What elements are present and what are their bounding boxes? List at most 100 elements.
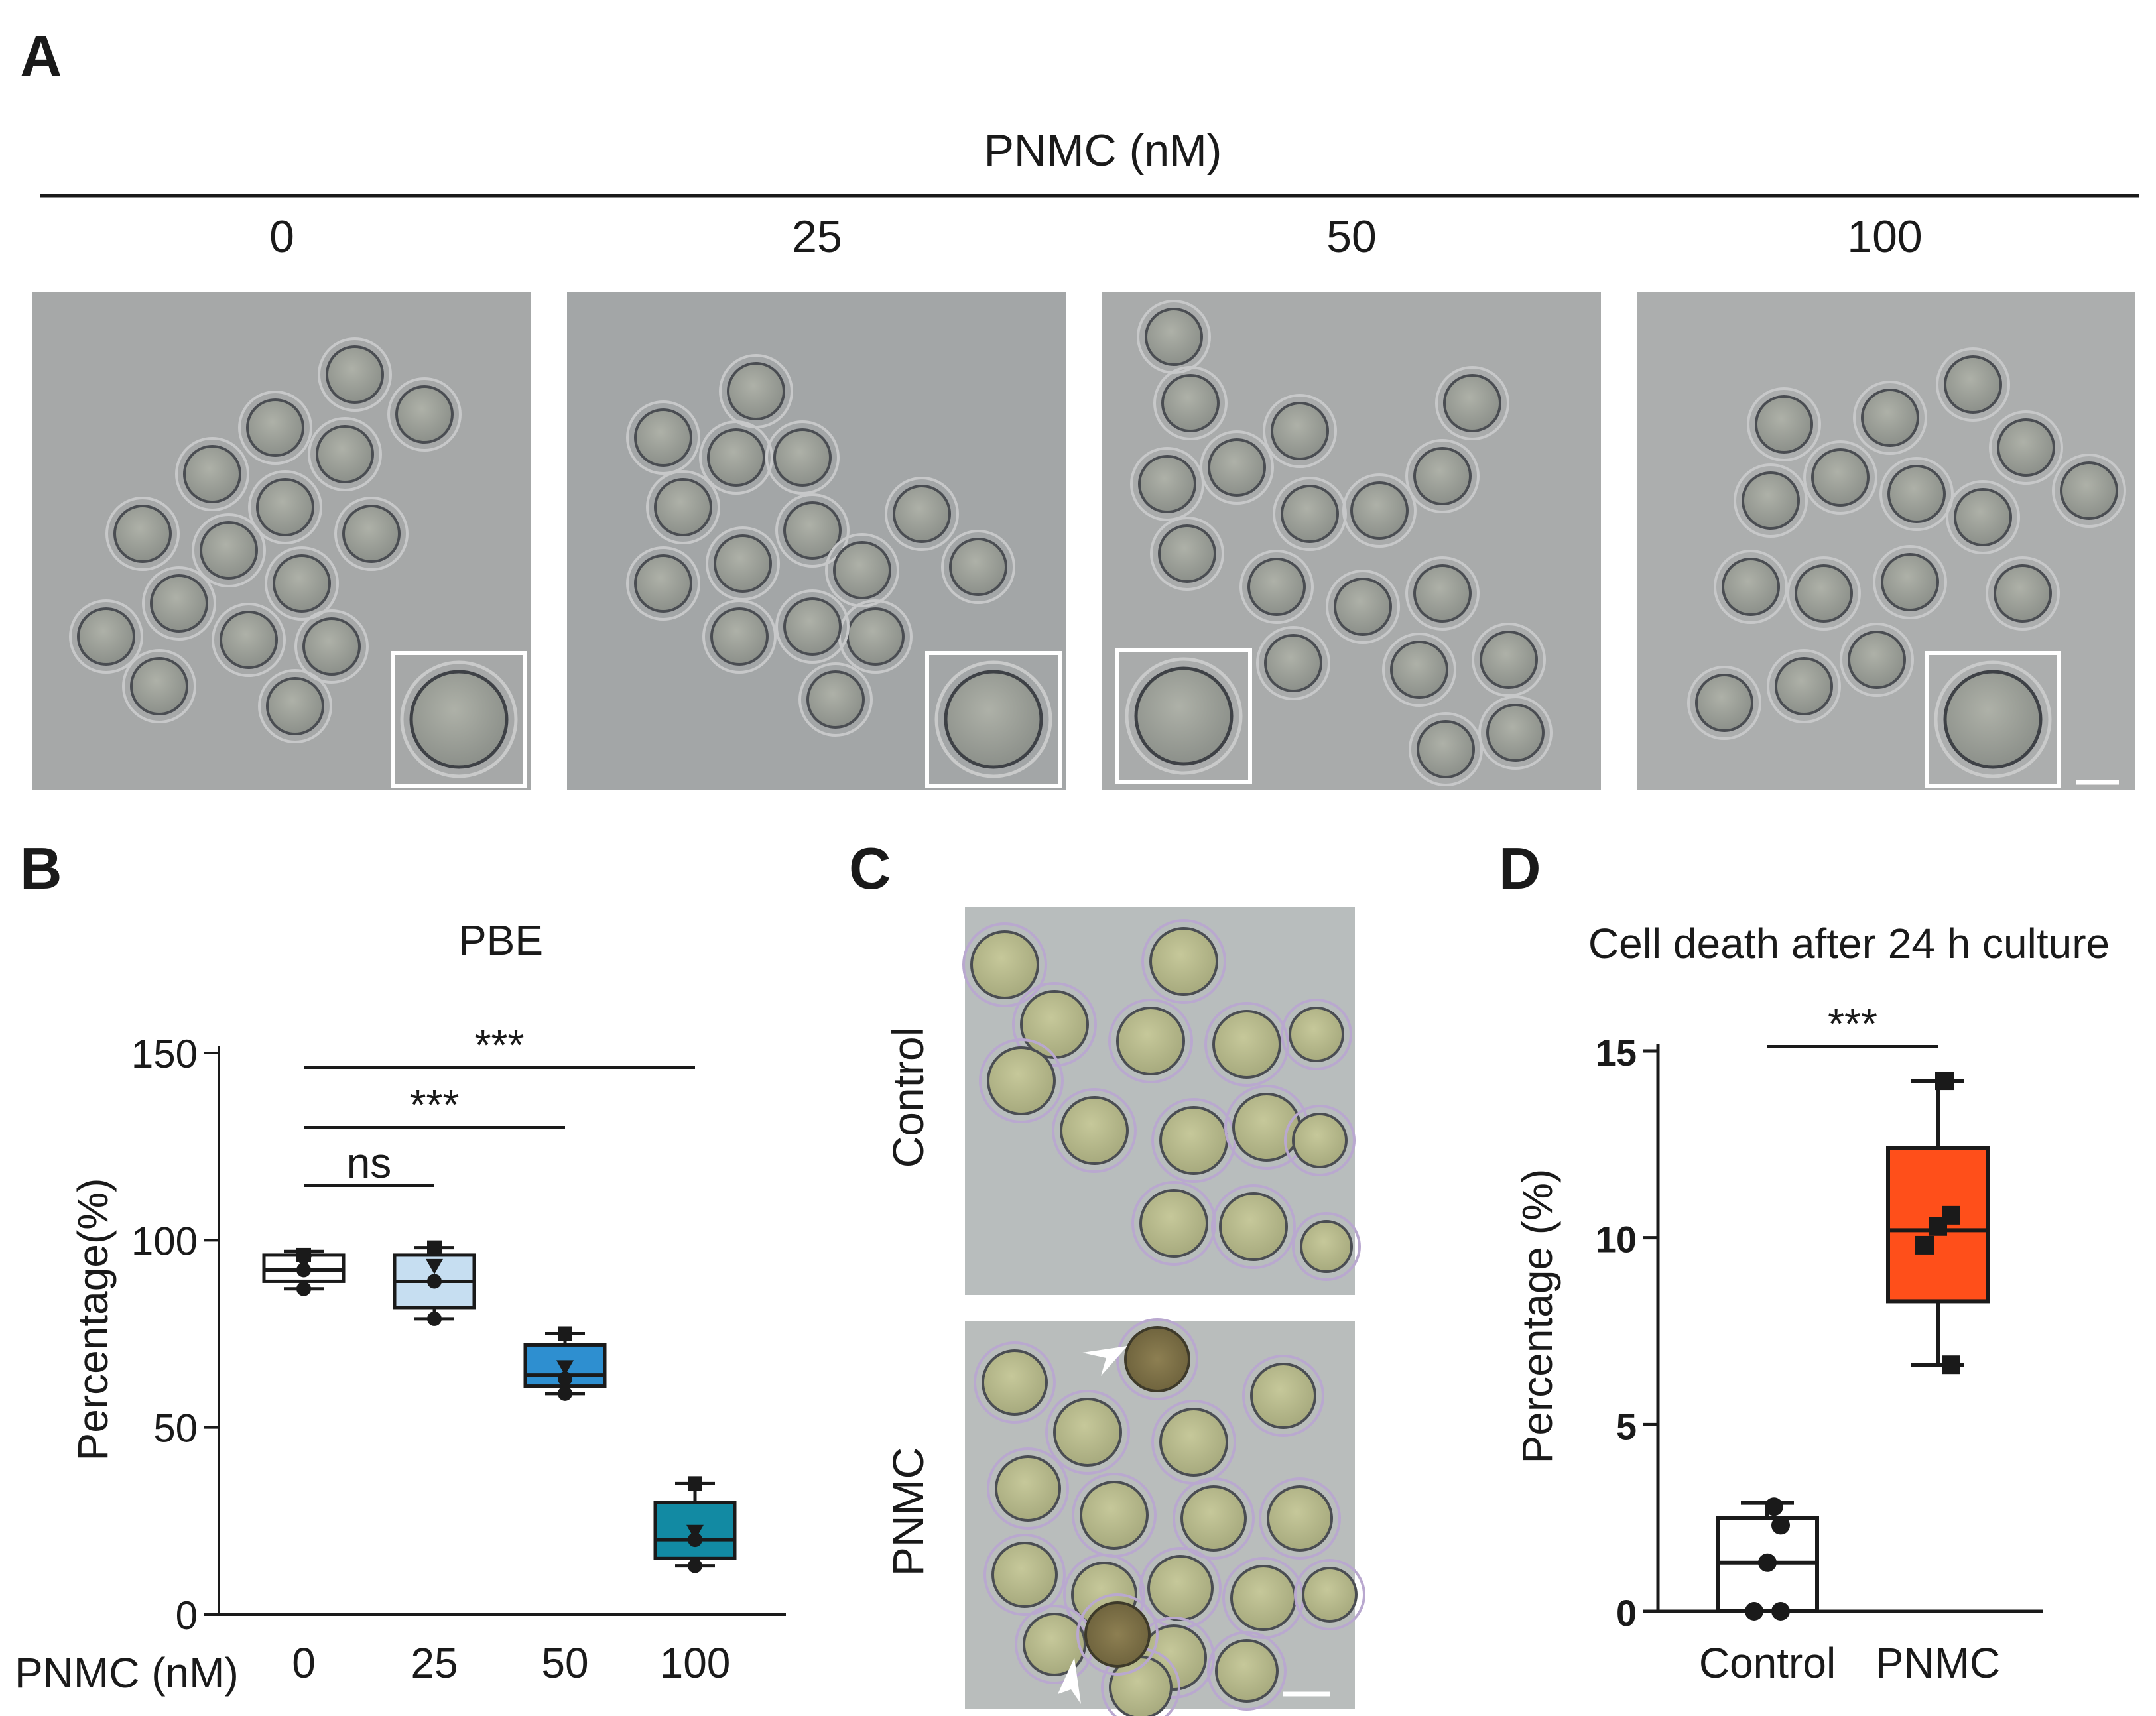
oocyte xyxy=(1150,517,1224,591)
data-point xyxy=(558,1326,572,1341)
oocyte xyxy=(1803,440,1877,515)
panel-d-title: Cell death after 24 h culture xyxy=(1588,920,2110,967)
data-point xyxy=(427,1311,442,1326)
data-point xyxy=(1915,1235,1934,1255)
y-tick-label: 150 xyxy=(131,1032,198,1076)
data-point xyxy=(296,1262,311,1278)
oocyte xyxy=(212,603,286,677)
oocyte xyxy=(1108,999,1193,1083)
oocyte xyxy=(1946,480,2020,554)
oocyte xyxy=(979,1038,1064,1123)
data-point xyxy=(1745,1602,1763,1621)
data-point xyxy=(296,1281,311,1296)
oocyte xyxy=(1153,366,1228,440)
y-tick-label: 5 xyxy=(1616,1405,1637,1447)
oocyte xyxy=(1472,623,1546,697)
y-tick-label: 15 xyxy=(1596,1032,1637,1073)
concentration-label-25: 25 xyxy=(792,212,842,262)
x-tick-label: 0 xyxy=(292,1639,316,1687)
significance-label: *** xyxy=(1828,1000,1877,1048)
inset-box xyxy=(1925,651,2061,788)
oocyte xyxy=(294,609,369,684)
micrograph-pnmc xyxy=(965,1318,1365,1716)
micrograph-50nm xyxy=(1102,292,1601,790)
chart-d: 0 5 10 15 Control PNMC *** xyxy=(1596,1000,2043,1687)
oocyte xyxy=(334,497,409,571)
oocyte xyxy=(1714,550,1788,624)
panel-letter-d: D xyxy=(1499,835,1541,901)
panel-letter-a: A xyxy=(20,23,62,89)
oocyte xyxy=(1222,1557,1304,1639)
micrograph-0nm xyxy=(32,292,531,790)
inset-oocyte xyxy=(400,660,518,778)
oocyte xyxy=(626,546,700,621)
box-0 xyxy=(262,1247,346,1296)
oocyte xyxy=(1052,1088,1137,1173)
oocyte xyxy=(1853,381,1927,455)
oocyte xyxy=(1687,666,1761,740)
data-point xyxy=(1935,1072,1954,1091)
oocyte xyxy=(1747,387,1821,461)
oocyte xyxy=(1936,347,2010,422)
significance-label: *** xyxy=(475,1021,525,1069)
oocyte xyxy=(699,420,773,495)
arrowhead-marker xyxy=(1082,1346,1127,1376)
panel-c-row-label-control: Control xyxy=(883,1027,932,1168)
micrograph-control xyxy=(962,907,1361,1295)
oocyte xyxy=(2052,454,2126,528)
x-tick-label: 50 xyxy=(541,1639,588,1687)
oocyte xyxy=(962,922,1047,1007)
micrograph-100nm xyxy=(1637,292,2135,790)
panel-letter-c: C xyxy=(849,835,891,901)
oocyte xyxy=(1405,556,1480,631)
oocyte xyxy=(1284,1105,1356,1176)
panel-letter-b: B xyxy=(20,835,62,901)
oocyte xyxy=(1873,545,1947,619)
x-tick-label: Control xyxy=(1699,1639,1836,1687)
oocyte xyxy=(646,470,720,544)
oocyte xyxy=(1173,1477,1255,1560)
data-point xyxy=(1765,1497,1783,1516)
oocyte xyxy=(1072,1473,1157,1558)
oocyte xyxy=(1840,623,1914,697)
oocyte xyxy=(238,391,312,465)
oocyte xyxy=(1204,1002,1289,1087)
oocyte xyxy=(1342,473,1417,548)
oocyte xyxy=(142,566,216,641)
x-tick-label: PNMC xyxy=(1875,1639,2000,1687)
data-point xyxy=(688,1532,702,1548)
oocyte xyxy=(1409,712,1483,786)
inset-box xyxy=(1115,648,1252,784)
oocyte xyxy=(1734,463,1808,538)
x-tick-label: 25 xyxy=(411,1639,458,1687)
oocyte xyxy=(1263,394,1337,468)
concentration-label-100: 100 xyxy=(1847,212,1922,262)
oocyte xyxy=(1151,1400,1236,1485)
inset-box xyxy=(925,651,1062,788)
oocyte xyxy=(825,533,899,607)
oocyte xyxy=(1211,1184,1296,1269)
oocyte xyxy=(1294,1559,1365,1630)
inset-oocyte xyxy=(934,660,1052,778)
data-point xyxy=(1771,1516,1790,1535)
oocyte xyxy=(1259,1477,1341,1560)
oocyte xyxy=(308,417,382,491)
oocyte xyxy=(69,599,143,674)
y-tick-label: 0 xyxy=(176,1593,198,1638)
x-tick-label: 100 xyxy=(660,1639,731,1687)
oocyte xyxy=(983,1534,1066,1616)
oocyte xyxy=(1879,457,1954,531)
data-point xyxy=(426,1258,443,1274)
data-point xyxy=(688,1558,702,1573)
oocyte xyxy=(387,377,462,452)
concentration-label-0: 0 xyxy=(269,212,294,262)
inset-oocyte xyxy=(1125,657,1243,775)
oocyte xyxy=(1015,1605,1094,1684)
oocyte xyxy=(122,649,196,723)
oocyte xyxy=(1478,696,1553,770)
panel-b-xlabel: PNMC (nM) xyxy=(15,1649,239,1697)
oocyte xyxy=(626,400,700,475)
data-point xyxy=(558,1386,572,1401)
oocyte xyxy=(1787,556,1861,631)
oocyte xyxy=(248,470,322,544)
